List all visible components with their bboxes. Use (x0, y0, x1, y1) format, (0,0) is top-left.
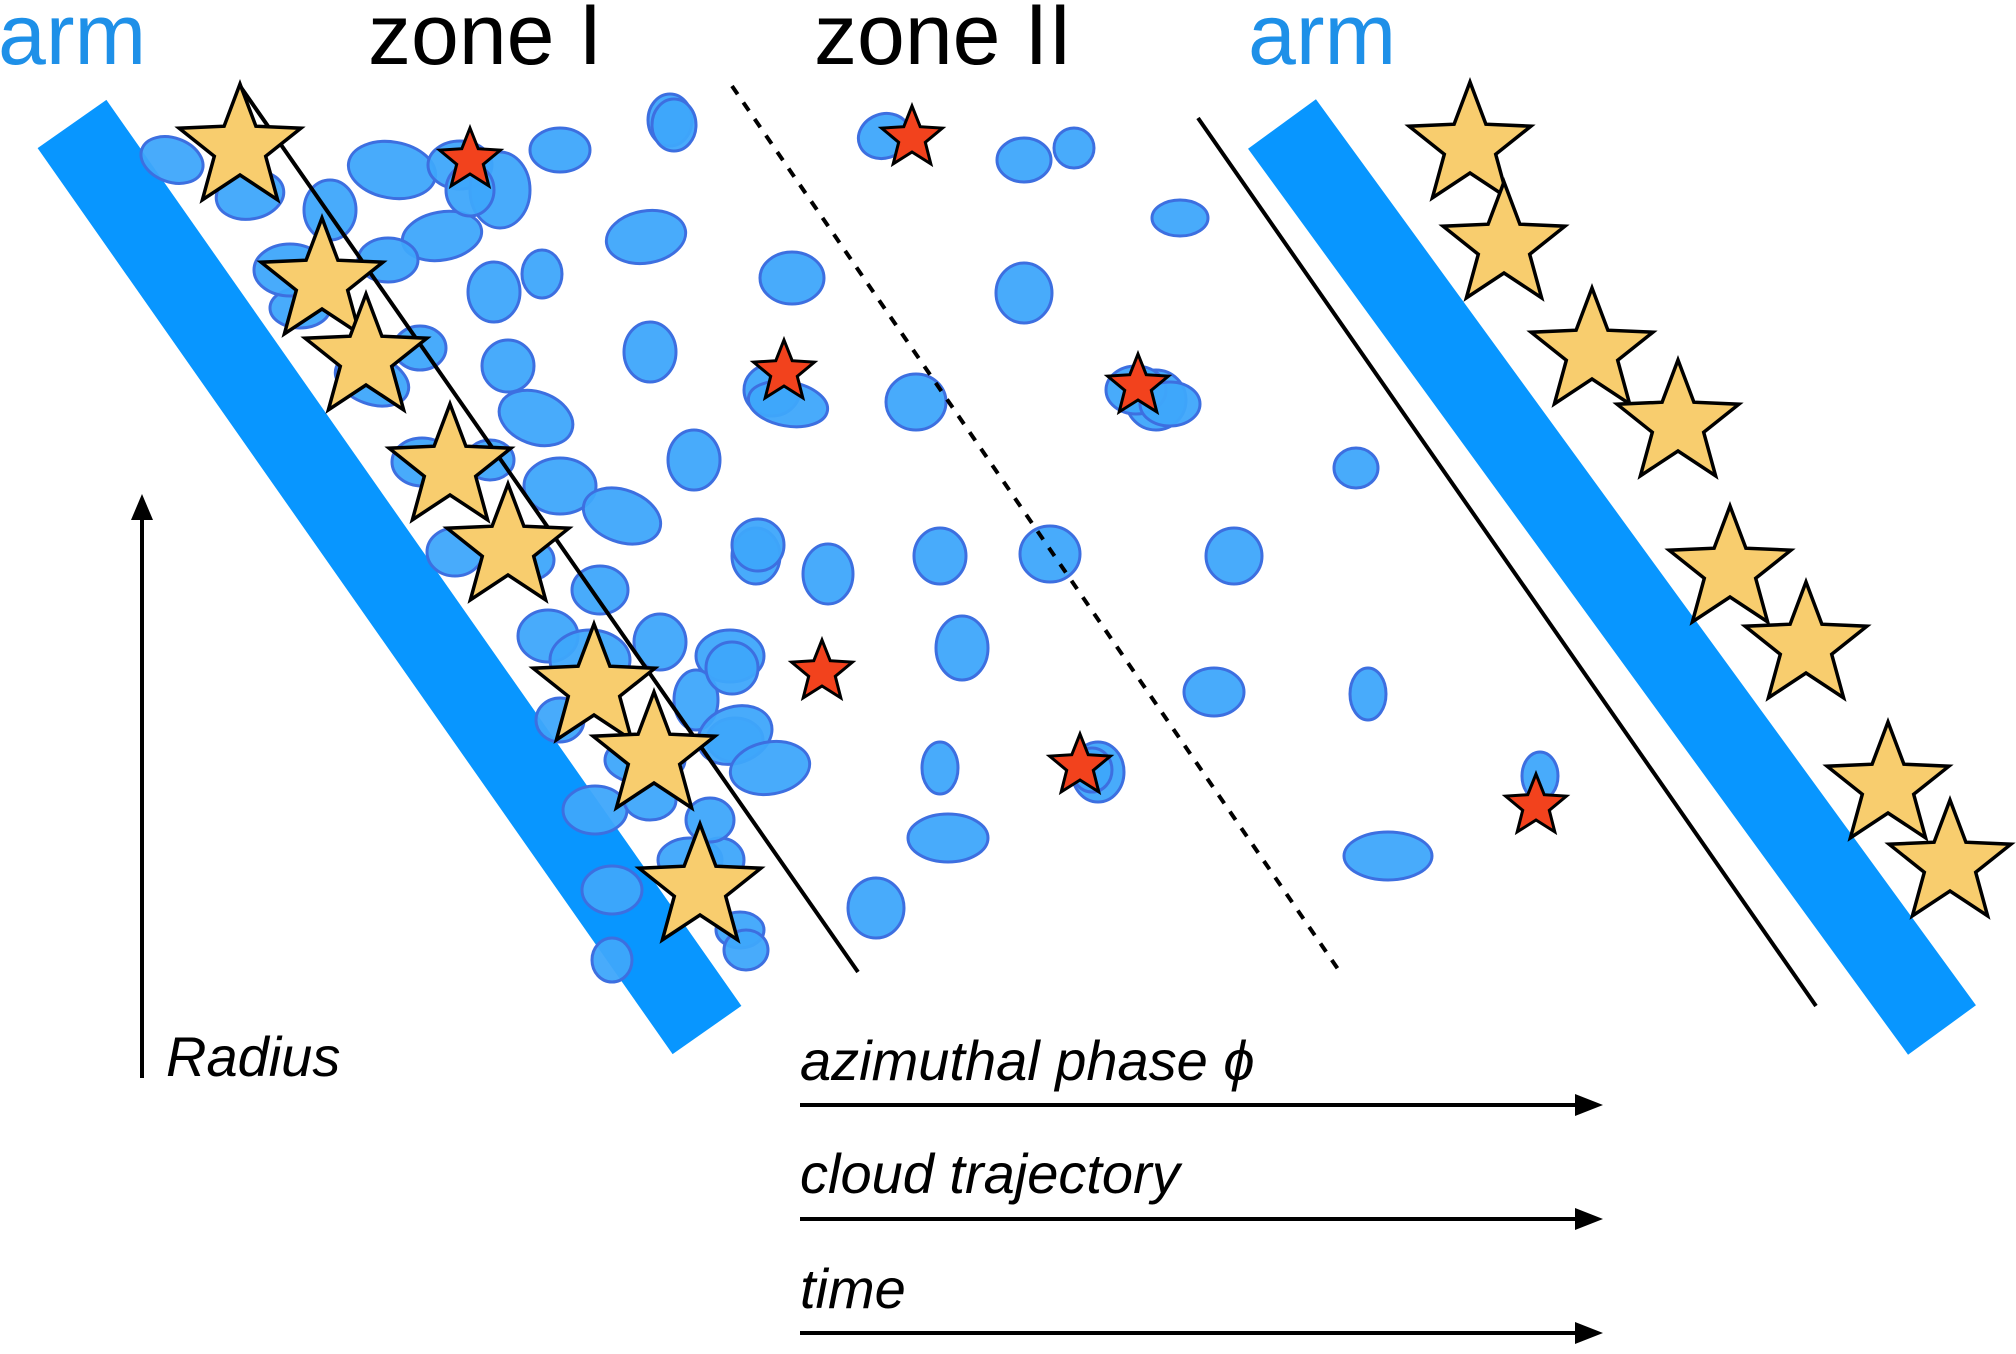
molecular-clouds (139, 92, 1560, 984)
cloud-ellipse (846, 876, 906, 940)
cloud-ellipse (758, 250, 826, 306)
zone-1-label: zone I (368, 0, 602, 83)
arm-band-right (1248, 99, 1976, 1055)
cloud-ellipse (672, 668, 720, 732)
cloud-ellipse (728, 739, 812, 797)
time-arrow-icon (1575, 1322, 1603, 1344)
time-label: time (800, 1257, 906, 1320)
large-star-icon (1664, 501, 1796, 626)
boundary-line-right (1196, 116, 1818, 1008)
large-star-icon (1438, 177, 1570, 302)
small-star-icon (1103, 349, 1173, 416)
large-star-icon (442, 479, 574, 604)
cloud-trajectory-arrow-icon (1575, 1208, 1603, 1230)
large-star-icon (1526, 283, 1658, 408)
small-star-icon (1045, 729, 1115, 796)
cloud-ellipse (1204, 526, 1264, 586)
large-star-icon (300, 289, 432, 414)
cloud-ellipse (622, 320, 678, 384)
large-star-icon (384, 399, 516, 524)
cloud-ellipse (704, 640, 760, 696)
cloud-ellipse (1138, 380, 1202, 428)
small-star-icon (749, 335, 819, 402)
cloud-ellipse (1348, 666, 1388, 722)
cloud-ellipse (522, 456, 598, 516)
cloud-ellipse (632, 612, 688, 672)
cloud-ellipse (570, 564, 630, 616)
large-star-icon (634, 819, 766, 944)
cloud-ellipse (480, 338, 536, 394)
cloud-ellipse (1342, 830, 1434, 882)
cloud-ellipse (580, 864, 644, 916)
cloud-ellipse (884, 372, 948, 432)
cloud-ellipse (604, 208, 688, 266)
large-star-icon (1740, 577, 1872, 702)
large-star-icon (588, 687, 720, 812)
cloud-ellipse (561, 784, 629, 836)
large-stars (174, 77, 2016, 944)
cloud-ellipse (666, 428, 722, 492)
cloud-ellipse (139, 135, 205, 185)
cloud-ellipse (1182, 666, 1246, 718)
large-star-icon (174, 79, 306, 204)
cloud-trajectory-axis: cloud trajectory (800, 1142, 1603, 1230)
large-star-icon (1612, 355, 1744, 480)
radius-arrow-icon (131, 494, 153, 520)
cloud-ellipse (590, 936, 634, 984)
cloud-ellipse (730, 517, 786, 573)
small-stars (435, 101, 1571, 836)
cloud-ellipse (801, 542, 855, 606)
cloud-ellipse (1332, 446, 1380, 490)
small-star-icon (787, 635, 857, 702)
time-axis: time (800, 1257, 1603, 1344)
cloud-ellipse (1018, 524, 1082, 584)
cloud-ellipse (1052, 126, 1096, 170)
small-star-icon (435, 123, 505, 190)
cloud-ellipse (934, 614, 990, 682)
cloud-ellipse (528, 126, 592, 174)
small-star-icon (1501, 769, 1571, 836)
large-star-icon (528, 619, 660, 744)
cloud-ellipse (1150, 198, 1210, 238)
azimuthal-phase-label: azimuthal phase ϕ (800, 1029, 1255, 1092)
arm-label-left: arm (0, 0, 146, 83)
large-star-icon (1404, 77, 1536, 202)
radius-axis: Radius (131, 494, 340, 1088)
cloud-ellipse (650, 97, 698, 153)
zone-2-label: zone II (814, 0, 1072, 83)
cloud-ellipse (684, 796, 736, 844)
cloud-ellipse (346, 139, 438, 201)
cloud-ellipse (466, 260, 522, 324)
cloud-ellipse (994, 261, 1054, 325)
large-star-icon (1822, 717, 1954, 842)
azimuthal-phase-arrow-icon (1575, 1094, 1603, 1116)
cloud-ellipse (995, 136, 1053, 184)
cloud-ellipse (912, 526, 968, 586)
arm-label-right: arm (1248, 0, 1396, 83)
small-star-icon (877, 101, 947, 168)
cloud-ellipse (920, 740, 960, 796)
radius-label: Radius (166, 1025, 340, 1088)
azimuthal-phase-axis: azimuthal phase ϕ (800, 1029, 1603, 1116)
cloud-trajectory-label: cloud trajectory (800, 1142, 1183, 1205)
cloud-ellipse (520, 248, 564, 300)
cloud-ellipse (581, 486, 663, 546)
cloud-ellipse (906, 812, 990, 864)
large-star-icon (1884, 795, 2016, 920)
cloud-ellipse (497, 388, 575, 448)
large-star-icon (256, 213, 388, 338)
